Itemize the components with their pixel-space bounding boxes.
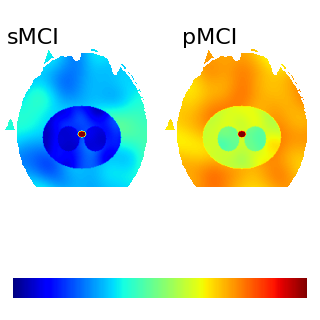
Text: pMCI: pMCI [182,28,237,48]
Text: sMCI: sMCI [6,28,59,48]
